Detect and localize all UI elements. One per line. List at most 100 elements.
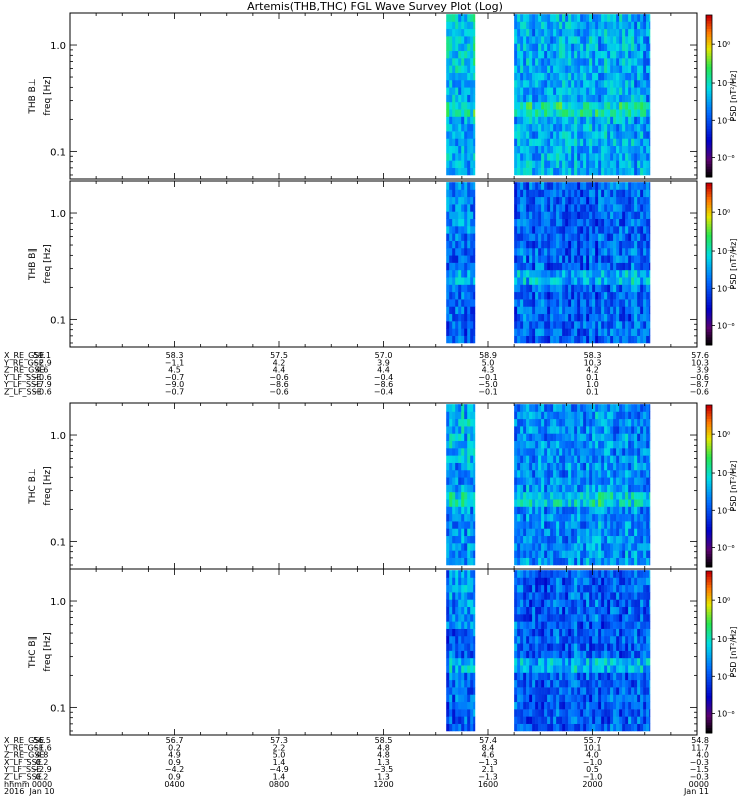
spectrogram-cell [467,284,471,293]
spectrogram-cell [535,65,539,73]
spectrogram-cell [553,79,557,88]
spectrogram-cell [464,145,468,154]
spectrogram-cell [580,592,584,600]
colorbar-swatch [706,220,712,224]
spectrogram-cell [550,462,554,471]
colorbar-swatch [706,405,712,409]
spectrogram-cell [464,109,468,117]
spectrogram-cell [610,513,614,522]
spectrogram-cell [526,277,530,285]
spectrogram-cell [529,709,533,717]
spectrogram-cell [640,269,644,278]
spectrogram-cell [646,138,650,147]
spectrogram-cell [586,513,590,522]
spectrogram-cell [461,247,465,256]
spectrogram-cell [514,577,518,586]
spectrogram-cell [529,440,533,449]
spectrogram-cell [547,577,551,586]
spectrogram-cell [467,313,471,322]
spectrogram-cell [607,499,611,507]
spectrogram-cell [553,440,557,449]
spectrogram-cell [589,550,593,558]
spectrogram-cell [580,484,584,493]
spectrogram-cell [547,506,551,515]
spectrogram-cell [541,291,545,300]
spectrogram-cell [529,277,533,285]
spectrogram-cell [514,687,518,695]
spectrogram-cell [449,614,453,622]
spectrogram-cell [619,50,623,59]
spectrogram-cell [589,58,593,66]
spectrogram-cell [520,635,524,644]
spectrogram-cell [604,160,608,168]
spectrogram-cell [631,448,635,456]
spectrogram-cell [470,433,474,442]
spectrogram-cell [649,79,651,88]
spectrogram-cell [565,418,569,427]
spectrogram-cell [544,643,548,651]
spectrogram-cell [553,321,557,329]
spectrogram-cell [559,584,563,593]
spectrogram-cell [613,123,617,132]
spectrogram-cell [562,153,566,161]
spectrogram-cell [607,145,611,154]
spectrogram-cell [455,306,459,315]
spectrogram-cell [577,513,581,522]
colorbar-swatch [706,450,712,455]
spectrogram-cell [467,543,471,551]
spectrogram-cell [514,643,518,651]
spectrogram-cell [550,138,554,147]
colorbar-swatch [706,193,712,197]
colorbar-tick-label: 10⁻⁴ [717,116,735,125]
spectrogram-cell [517,65,521,73]
spectrogram-cell [622,528,626,537]
spectrogram-cell [571,411,575,420]
spectrogram-cell [610,448,614,456]
spectrogram-cell [589,650,593,659]
spectrogram-cell [461,87,465,95]
spectrogram-cell [595,182,599,190]
spectrogram-cell [449,665,453,673]
spectrogram-cell [470,328,474,336]
spectrogram-cell [625,131,629,139]
spectrogram-cell [571,306,575,315]
colorbar-swatch [706,285,712,289]
spectrogram-cell [595,716,599,724]
spectrogram-cell [577,506,581,515]
spectrogram-cell [473,513,476,522]
colorbar-swatch [706,242,712,246]
spectrogram-cell [461,101,465,110]
spectrogram-cell [616,14,620,22]
spectrogram-cell [601,79,605,88]
spectrogram-cell [538,701,542,710]
spectrogram-cell [547,211,551,220]
spectrogram-cell [625,138,629,147]
spectrogram-cell [622,233,626,241]
spectrogram-cell [580,477,584,485]
spectrogram-cell [580,50,584,59]
spectrogram-cell [604,94,608,103]
spectrogram-cell [565,643,569,651]
spectrogram-cell [646,36,650,44]
spectrogram-cell [592,635,596,644]
spectrogram-cell [577,701,581,710]
spectrogram-cell [613,433,617,442]
spectrogram-cell [458,440,462,449]
spectrogram-cell [562,665,566,673]
spectrogram-cell [568,584,572,593]
spectrogram-cell [571,277,575,285]
spectrogram-cell [523,543,527,551]
spectrogram-cell [610,123,614,132]
spectrogram-cell [514,694,518,703]
y-tick-label: 1.0 [50,431,66,442]
spectrogram-cell [458,477,462,485]
spectrogram-cell [568,321,572,329]
spectrogram-cell [562,21,566,30]
colorbar-swatch [706,74,712,78]
spectrogram-cell [601,477,605,485]
spectrogram-cell [535,109,539,117]
spectrogram-cell [523,448,527,456]
spectrogram-cell [526,284,530,293]
spectrogram-cell [586,50,590,59]
spectrogram-cell [640,306,644,315]
